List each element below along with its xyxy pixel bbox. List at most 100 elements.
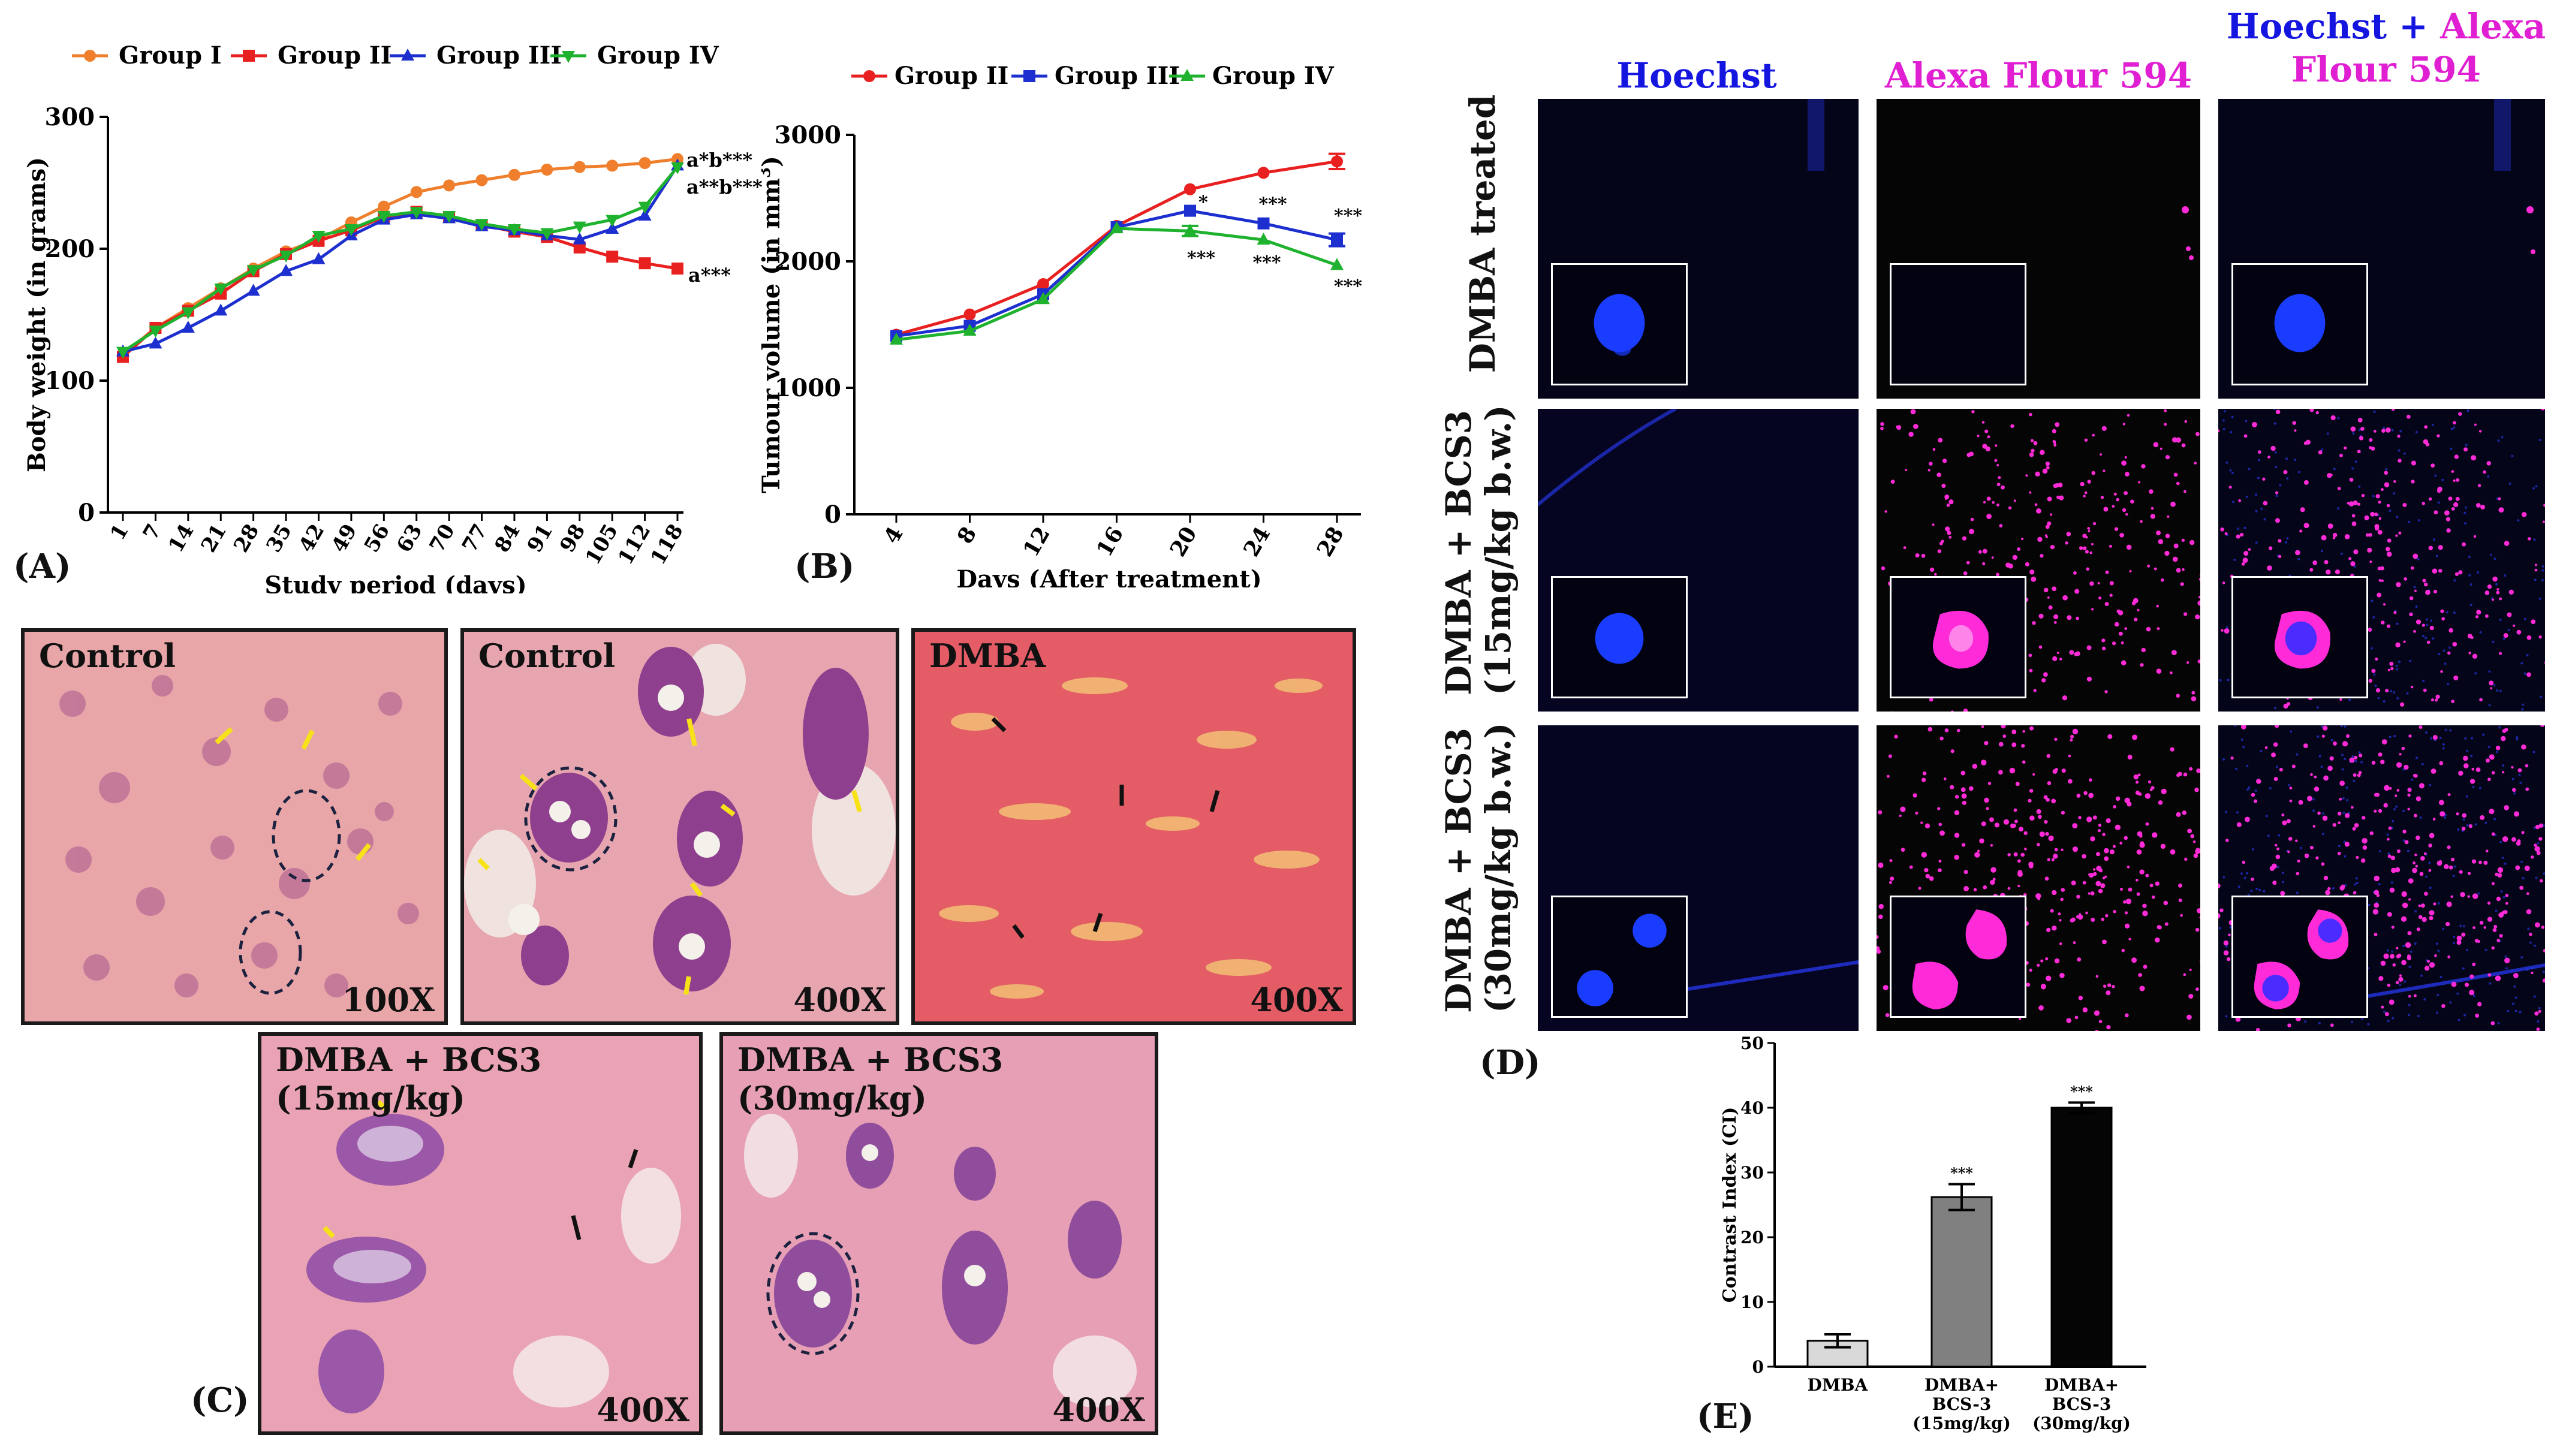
signal-dot (2357, 773, 2361, 777)
data-point (1037, 292, 1050, 305)
signal-dot (2448, 496, 2453, 501)
signal-dot (2033, 689, 2037, 692)
x-tick-label: 16 (1092, 523, 1128, 561)
signal-dot (2045, 524, 2050, 529)
legend-label: Group II (894, 62, 1008, 90)
nucleus-dot (2540, 695, 2543, 698)
nucleus-dot (2245, 872, 2248, 875)
nucleus-dot (2342, 797, 2345, 800)
row-label-line1: DMBA treated (1462, 94, 1503, 373)
cell-magenta (1932, 610, 1989, 669)
signal-dot (2483, 926, 2486, 929)
signal-dot (2068, 779, 2073, 784)
signal-dot (2411, 460, 2416, 466)
signal-dot (2138, 481, 2141, 484)
nucleus-dot (2444, 816, 2447, 819)
signal-dot (2145, 822, 2149, 826)
nucleus-dot (2378, 883, 2381, 886)
nucleus-dot (2432, 637, 2435, 640)
signal-dot (1970, 517, 1974, 521)
signal-dot (2094, 1029, 2099, 1031)
nucleus-dot (2407, 849, 2410, 852)
signal-dot (2381, 1005, 2384, 1009)
signal-dot (1954, 810, 1960, 815)
signal-dot (2106, 818, 2111, 824)
signal-dot (2433, 902, 2436, 906)
x-axis-title: Study period (days) (264, 571, 526, 593)
he-stain-texture (915, 632, 1353, 1021)
nucleus-dot (2479, 631, 2482, 634)
signal-dot (2046, 798, 2050, 802)
signal-dot (2381, 739, 2387, 744)
signal-dot (2432, 735, 2438, 740)
signal-dot (2474, 939, 2479, 943)
signal-dot (2109, 581, 2114, 586)
signal-dot (2080, 482, 2085, 487)
nucleus-dot (2341, 552, 2344, 555)
merge-header-hoechst: Hoechst (2226, 6, 2387, 47)
signal-dot (2088, 873, 2091, 876)
nucleus-dot (2225, 945, 2228, 948)
signal-dot (2396, 762, 2402, 768)
data-point (508, 168, 520, 181)
nucleus-dot (2377, 697, 2380, 700)
signal-dot (1933, 572, 1937, 576)
x-tick-label: 63 (392, 520, 427, 557)
signal-dot (2221, 629, 2224, 632)
legend-item: Group III (390, 41, 562, 70)
signal-dot (2043, 587, 2049, 593)
signal-dot (2272, 863, 2277, 869)
signal-dot (2453, 479, 2456, 483)
nucleus-dot (2250, 890, 2253, 893)
nucleus-dot (2425, 875, 2428, 878)
nucleus-dot (2230, 430, 2233, 433)
signal-dot (2487, 973, 2492, 977)
signal-dot (2428, 869, 2432, 872)
signal-dot (2141, 464, 2146, 469)
nucleus-dot (2538, 439, 2541, 442)
signal-dot (1948, 535, 1952, 539)
signal-dot (2018, 827, 2023, 832)
signal-dot (2447, 955, 2451, 958)
signal-dot (2128, 937, 2131, 940)
nucleus-dot (2453, 936, 2456, 939)
signal-dot (2077, 957, 2082, 962)
signal-dot (2534, 568, 2538, 572)
nucleus-dot (2222, 758, 2225, 761)
nucleus-dot (2532, 750, 2535, 753)
signal-dot (2416, 927, 2420, 932)
signal-dot (2393, 611, 2397, 614)
signal-dot (2527, 537, 2531, 541)
nucleus-dot (2389, 509, 2392, 512)
signal-dot (2534, 922, 2540, 928)
signal-dot (2083, 791, 2088, 795)
data-point (573, 241, 586, 254)
signal-dot (2441, 1004, 2445, 1008)
signal-dot (2251, 792, 2255, 797)
inset-merge (2231, 576, 2368, 698)
signal-dot (2062, 695, 2068, 701)
signal-dot (2049, 513, 2053, 516)
signal-dot (2424, 966, 2430, 971)
signal-dot (2422, 623, 2425, 627)
signal-dot (2248, 548, 2251, 551)
signal-dot (2125, 472, 2130, 477)
signal-dot (2353, 500, 2358, 505)
signal-dot (2079, 546, 2083, 550)
y-axis-title: Tumour volume (in mm3) (761, 156, 785, 493)
nucleus-dot (2321, 833, 2324, 836)
nucleus-dot (2434, 474, 2437, 477)
signal-dot (1883, 985, 1889, 991)
signal-dot (2407, 954, 2411, 958)
signal-dot (2025, 474, 2028, 477)
legend-item: Group IV (1169, 62, 1335, 90)
signal-dot (2183, 973, 2186, 976)
nucleus-dot (2543, 872, 2545, 875)
signal-dot (2339, 698, 2342, 701)
signal-dot (2001, 725, 2006, 729)
signal-dot (2032, 773, 2035, 776)
signal-dot (2330, 474, 2333, 477)
data-point (606, 222, 619, 234)
signal-dot (2142, 903, 2147, 908)
